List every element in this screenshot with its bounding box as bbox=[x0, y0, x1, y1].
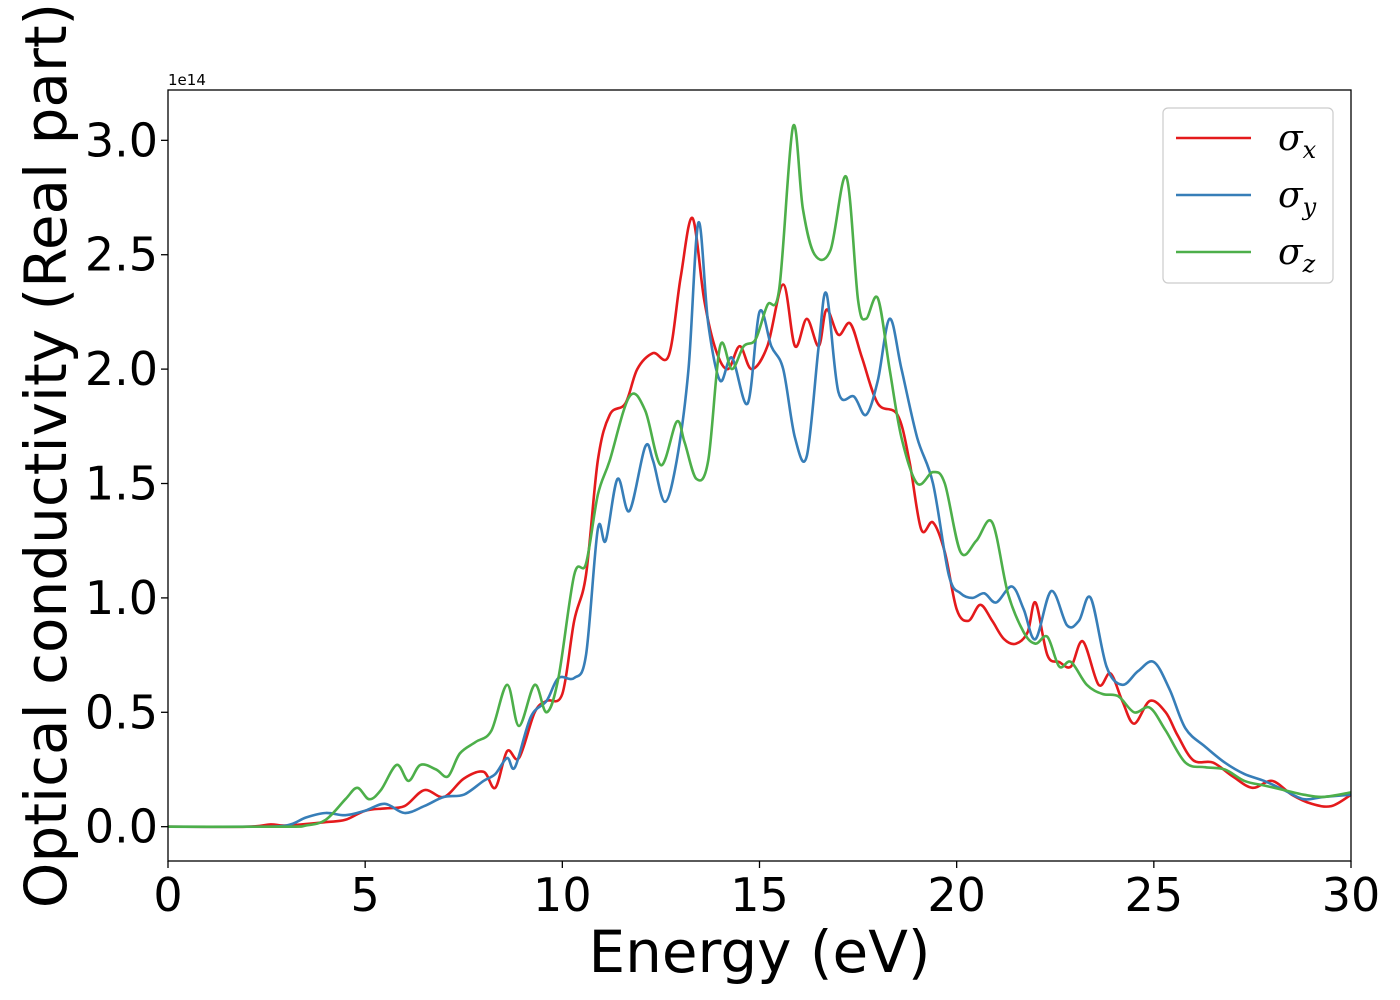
y-tick-label: 1.5 bbox=[85, 457, 158, 511]
y-tick-label: 0.0 bbox=[85, 800, 158, 854]
x-tick-label: 15 bbox=[730, 868, 789, 922]
series-line-y bbox=[167, 221, 1352, 829]
series-line-z bbox=[167, 123, 1352, 829]
x-tick-label: 10 bbox=[533, 868, 592, 922]
x-tick-label: 20 bbox=[927, 868, 986, 922]
y-tick-label: 3.0 bbox=[85, 113, 158, 167]
y-tick-label: 0.5 bbox=[85, 685, 158, 739]
legend-label-y: σy bbox=[1278, 175, 1317, 221]
legend-label-z: σz bbox=[1278, 232, 1316, 278]
series-line-x bbox=[167, 216, 1352, 829]
x-tick-label: 30 bbox=[1322, 868, 1381, 922]
y-tick-label: 2.0 bbox=[85, 342, 158, 396]
y-axis-title: Optical conductivity (Real part) bbox=[12, 3, 80, 908]
x-axis: 0 5 10 15 20 25 30 bbox=[153, 861, 1380, 922]
x-axis-title: Energy (eV) bbox=[588, 918, 930, 986]
plot-lines bbox=[167, 123, 1352, 829]
legend-label-x: σx bbox=[1278, 118, 1317, 164]
y-axis: 0.0 0.5 1.0 1.5 2.0 2.5 3.0 bbox=[85, 113, 168, 854]
legend: σx σy σz bbox=[1162, 107, 1334, 284]
x-tick-label: 5 bbox=[351, 868, 380, 922]
x-tick-label: 25 bbox=[1125, 868, 1184, 922]
x-tick-label: 0 bbox=[153, 868, 182, 922]
y-axis-offset-text: 1e14 bbox=[168, 71, 206, 89]
y-tick-label: 2.5 bbox=[85, 228, 158, 282]
y-tick-label: 1.0 bbox=[85, 571, 158, 625]
